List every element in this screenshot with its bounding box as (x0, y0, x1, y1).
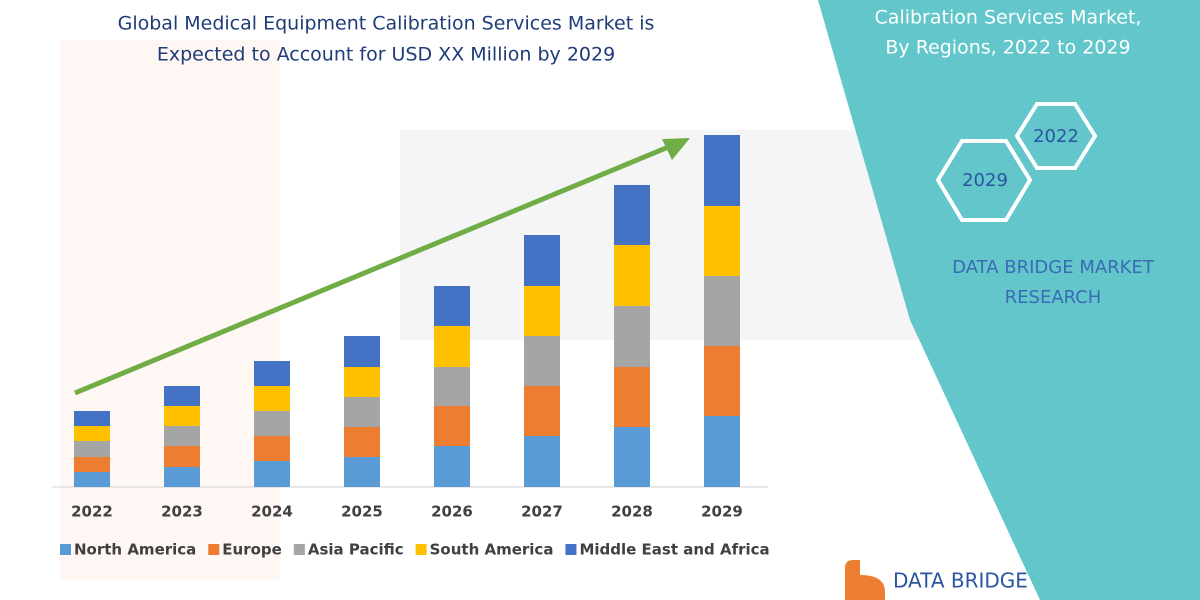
bar-segment (254, 461, 290, 487)
bar-segment (524, 386, 560, 436)
bar-segment (704, 346, 740, 416)
legend: North America Europe Asia Pacific South Ame… (60, 541, 770, 559)
trend-arrow-head (662, 138, 690, 160)
legend-swatch (60, 544, 71, 555)
chart-title: Global Medical Equipment Calibration Ser… (118, 13, 655, 35)
bar-segment (614, 427, 650, 487)
bar-segment (344, 457, 380, 487)
x-tick-label: 2022 (71, 503, 113, 521)
bar-segment (524, 436, 560, 487)
bar-segment (74, 472, 110, 487)
bar-segment (704, 416, 740, 487)
bar-segment (434, 326, 470, 367)
bar-segment (704, 276, 740, 346)
bar-segment (164, 386, 200, 406)
bar-segment (164, 467, 200, 487)
bar-segment (344, 367, 380, 397)
bar-segment (74, 411, 110, 426)
bar-segment (254, 361, 290, 386)
bar-segment (524, 286, 560, 336)
x-tick-label: 2026 (431, 503, 473, 521)
logo-mark (845, 560, 885, 600)
bar-segment (524, 336, 560, 386)
x-tick-label: 2023 (161, 503, 203, 521)
hexagon (1014, 102, 1098, 170)
legend-swatch (565, 544, 577, 555)
trend-arrow (74, 140, 679, 396)
x-tick-label: 2029 (701, 503, 743, 521)
bar-segment (164, 406, 200, 426)
bar-segment (74, 441, 110, 457)
bar-segment (254, 411, 290, 436)
legend-swatch (208, 544, 220, 555)
bar-segment (434, 406, 470, 446)
bar-segment (704, 135, 740, 206)
hexagon-label: 2022 (1033, 126, 1079, 147)
legend-label: Europe (222, 541, 282, 559)
panel-heading: By Regions, 2022 to 2029 (885, 37, 1130, 59)
legend-label: Asia Pacific (308, 541, 404, 559)
bar-segment (344, 336, 380, 367)
bar-segment (434, 286, 470, 326)
bar-segment (74, 426, 110, 441)
bar-segment (164, 426, 200, 446)
brand-text: RESEARCH (1005, 287, 1102, 308)
panel-heading: Calibration Services Market, (875, 7, 1142, 29)
logo-text: DATA BRIDGE (893, 569, 1028, 593)
bar-segment (704, 206, 740, 276)
x-tick-label: 2024 (251, 503, 293, 521)
bar-segment (614, 367, 650, 427)
bar-segment (164, 446, 200, 467)
bar-segment (524, 235, 560, 286)
brand-text: DATA BRIDGE MARKET (952, 257, 1155, 278)
bar-segment (344, 397, 380, 427)
hexagon (935, 139, 1033, 222)
x-tick-label: 2027 (521, 503, 563, 521)
legend-label: Middle East and Africa (579, 541, 769, 559)
bar-segment (614, 185, 650, 245)
bar-segment (614, 245, 650, 306)
bar-segment (434, 446, 470, 487)
bar-segment (344, 427, 380, 457)
bar-segment (434, 367, 470, 406)
bar-segment (254, 436, 290, 461)
x-tick-label: 2025 (341, 503, 383, 521)
bar-segment (74, 457, 110, 472)
hexagon-label: 2029 (962, 170, 1008, 191)
x-tick-label: 2028 (611, 503, 653, 521)
chart-title: Expected to Account for USD XX Million b… (157, 44, 615, 66)
bar-segment (254, 386, 290, 411)
legend-swatch (415, 544, 427, 555)
legend-swatch (293, 544, 305, 555)
legend-label: North America (74, 541, 196, 559)
bars: 2022 2023 2024 2025 2026 2027 2028 2029 (71, 135, 743, 521)
side-panel-background (818, 0, 1200, 600)
legend-label: South America (430, 541, 554, 559)
bar-segment (614, 306, 650, 367)
